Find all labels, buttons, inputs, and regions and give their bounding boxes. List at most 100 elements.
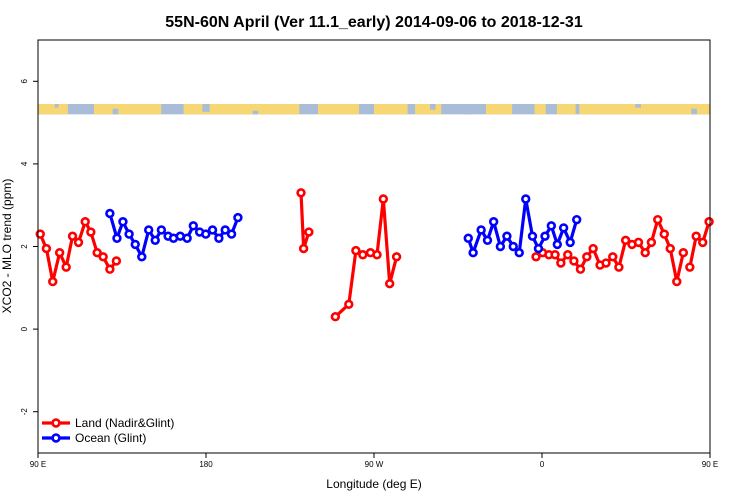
data-point [659,229,669,239]
data-point [378,194,389,204]
data-point [98,252,108,262]
data-point [330,312,341,322]
map-land-patch [486,104,513,115]
data-point [137,252,147,262]
data-point [665,243,675,254]
data-point [502,231,512,241]
data-point [201,229,211,239]
data-point [150,235,160,246]
data-point [41,243,52,254]
data-point [653,214,663,225]
map-ocean-notch [463,106,472,115]
data-point [640,247,650,258]
y-tick-label: 4 [20,161,29,166]
data-point [514,247,524,258]
map-ocean-notch [635,104,641,108]
data-point [540,231,550,241]
legend: Land (Nadir&Glint)Ocean (Glint) [42,416,174,445]
data-point [531,252,541,262]
data-point [685,262,695,272]
data-point [35,229,45,239]
map-land-patch [94,104,162,115]
map-land-patch [183,104,300,115]
data-point [558,223,569,233]
data-point [527,231,538,241]
data-point [124,229,134,239]
data-point [704,217,714,227]
series-ocean [105,194,582,262]
data-point [572,214,582,225]
data-point [220,225,230,235]
map-ocean-notch [691,108,697,115]
chart-title: 55N-60N April (Ver 11.1_early) 2014-09-0… [165,14,583,31]
data-point [569,256,579,266]
data-point [601,258,611,268]
data-point [156,225,167,235]
data-point [358,250,368,260]
legend-label: Land (Nadir&Glint) [75,416,174,430]
series-line [535,218,685,284]
data-point [463,233,473,243]
data-point [488,217,499,227]
data-point [112,233,122,243]
data-point [563,250,573,260]
series-land [35,188,714,322]
map-ocean-notch [112,108,119,115]
data-point [111,256,122,266]
data-point [207,225,218,235]
y-tick-label: 6 [20,79,29,84]
data-point [391,252,402,262]
data-point [691,231,701,241]
data-point [620,235,631,246]
data-point [521,194,531,204]
legend-marker [51,418,61,428]
x-axis: 90 E 180 90 W 0 90 E [30,453,718,469]
data-point [304,227,314,237]
data-point [344,299,354,310]
data-point [495,241,506,252]
map-land-patch [374,104,408,115]
series-line [38,220,118,284]
data-point [698,237,708,248]
data-point [476,225,486,235]
data-point [105,208,115,219]
y-tick-label: 0 [20,326,29,331]
data-point [372,250,382,260]
data-point [143,225,154,235]
data-point [384,278,395,289]
data-point [565,237,575,248]
map-land-patch [38,104,68,115]
legend-marker [51,433,61,443]
y-axis-label: XCO2 - MLO trend (ppm) [0,179,14,314]
data-point [67,231,78,241]
series-layer [35,188,714,322]
data-point [130,239,140,250]
x-tick-label: 180 [199,460,213,469]
map-land-patch [534,104,546,115]
y-tick-label: -2 [20,408,29,416]
data-point [226,229,237,239]
data-point [214,233,224,243]
data-point [298,243,309,254]
data-point [546,221,557,231]
data-point [188,221,199,231]
map-land-patch [318,104,360,115]
data-point [672,276,682,287]
data-point [556,258,566,268]
data-point [678,247,689,258]
x-tick-label: 90 W [365,460,384,469]
map-land-patch [579,104,710,115]
data-point [588,243,598,254]
data-point [468,247,478,258]
world-map-strip [38,104,710,115]
map-ocean-notch [430,104,436,110]
y-tick-label: 2 [20,244,29,249]
data-point [582,252,592,262]
data-point [105,264,115,274]
map-ocean-notch [252,110,259,115]
data-point [182,233,192,243]
data-point [633,237,644,248]
data-point [296,188,306,198]
y-axis: -2 0 2 4 6 [20,79,38,416]
